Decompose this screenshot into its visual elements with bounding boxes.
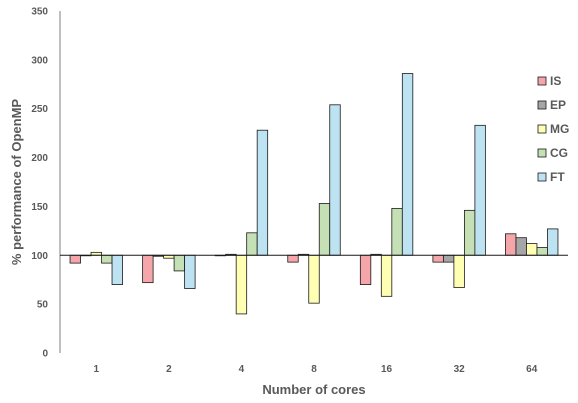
y-tick-label: 150: [31, 202, 48, 213]
legend-label-is: IS: [550, 74, 561, 88]
bar-ft-4: [256, 129, 269, 256]
y-tick-label: 100: [31, 251, 48, 262]
bar-is-2: [142, 254, 154, 284]
x-tick-label: 64: [526, 364, 538, 375]
legend-label-mg: MG: [550, 122, 569, 136]
legend-swatch-ft: [537, 172, 547, 182]
bar-ft-64: [547, 228, 559, 256]
x-tick-label: 4: [239, 364, 245, 375]
x-tick-label: 1: [94, 364, 100, 375]
bar-is-64: [505, 233, 517, 256]
bar-is-16: [359, 254, 372, 286]
bar-ft-32: [474, 124, 486, 256]
bar-cg-1: [101, 254, 113, 264]
bar-is-1: [69, 254, 81, 264]
bar-mg-8: [308, 254, 320, 304]
y-tick-label: 300: [31, 55, 48, 66]
bar-is-8: [287, 254, 299, 263]
legend-swatch-ep: [537, 100, 547, 110]
bar-cg-2: [173, 254, 186, 272]
bar-ep-64: [515, 237, 527, 256]
bar-cg-64: [536, 247, 548, 256]
bar-ft-2: [184, 254, 196, 289]
bar-cg-8: [318, 203, 331, 256]
x-axis-title: Number of cores: [262, 382, 365, 397]
bar-mg-16: [380, 254, 393, 297]
bar-ft-1: [111, 254, 123, 286]
legend-label-ep: EP: [550, 98, 566, 112]
legend-swatch-is: [537, 76, 547, 86]
y-tick-label: 50: [37, 300, 49, 311]
legend-label-ft: FT: [550, 170, 565, 184]
bar-mg-4: [235, 254, 248, 315]
legend-swatch-cg: [537, 148, 547, 158]
legend-label-cg: CG: [550, 146, 568, 160]
bar-ep-32: [442, 254, 455, 263]
bar-cg-16: [391, 207, 403, 256]
bar-mg-32: [453, 254, 465, 288]
bar-cg-4: [246, 232, 258, 256]
x-tick-label: 8: [311, 364, 317, 375]
x-tick-label: 16: [381, 364, 393, 375]
bar-cg-32: [463, 209, 476, 256]
bar-ft-8: [329, 104, 341, 256]
y-tick-label: 250: [31, 104, 48, 115]
y-tick-label: 200: [31, 153, 48, 164]
legend-swatch-mg: [537, 124, 547, 134]
y-tick-label: 0: [42, 349, 48, 360]
x-tick-label: 32: [454, 364, 466, 375]
x-tick-label: 2: [166, 364, 172, 375]
y-axis-title: % performance of OpenMP: [9, 99, 24, 265]
bar-is-32: [432, 254, 444, 263]
bar-mg-64: [526, 243, 538, 256]
bar-ft-16: [401, 73, 414, 256]
y-tick-label: 350: [31, 7, 48, 18]
